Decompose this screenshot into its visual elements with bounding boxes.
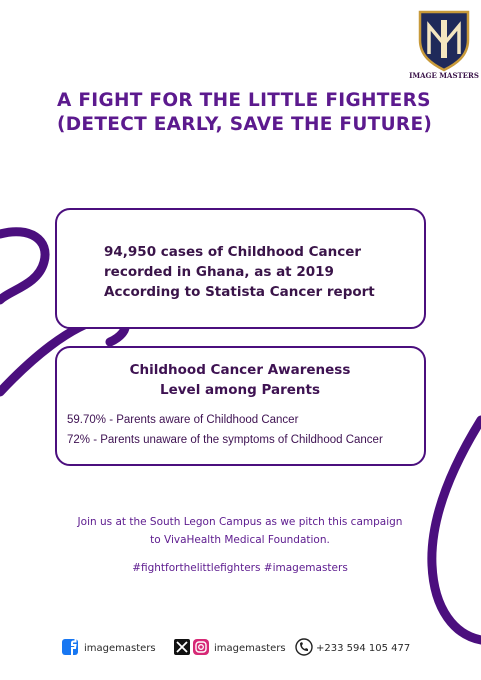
swirl — [427, 415, 481, 645]
awareness-stat: 59.70% - Parents aware of Childhood Canc… — [67, 414, 299, 426]
awareness-heading: Childhood Cancer Awareness — [130, 362, 351, 378]
invitation-line: to VivaHealth Medical Foundation. — [150, 534, 330, 546]
logo-name: IMAGE MASTERS — [409, 71, 479, 80]
phone-number: +233 594 105 477 — [316, 643, 410, 654]
logo: IMAGE MASTERS — [409, 10, 479, 80]
x-instagram: imagemasters — [174, 639, 286, 655]
awareness-stat: 72% - Parents unaware of the symptoms of… — [67, 434, 383, 446]
invitation-line: Join us at the South Legon Campus as we … — [77, 516, 403, 528]
title-line: (DETECT EARLY, SAVE THE FUTURE) — [57, 114, 432, 135]
report-line: According to Statista Cancer report — [104, 284, 375, 300]
report-line: recorded in Ghana, as at 2019 — [104, 264, 334, 280]
awareness-box — [55, 346, 426, 466]
facebook: imagemasters — [62, 639, 156, 655]
hashtags: #fightforthelittlefighters #imagemasters — [132, 562, 348, 574]
report-box — [55, 208, 426, 329]
phone: +233 594 105 477 — [295, 638, 410, 656]
facebook-handle: imagemasters — [84, 643, 156, 654]
title-line: A FIGHT FOR THE LITTLE FIGHTERS — [57, 90, 431, 111]
report-line: 94,950 cases of Childhood Cancer — [104, 244, 361, 260]
x-instagram-handle: imagemasters — [214, 643, 286, 654]
awareness-heading: Level among Parents — [160, 382, 320, 398]
swirl — [0, 227, 50, 305]
